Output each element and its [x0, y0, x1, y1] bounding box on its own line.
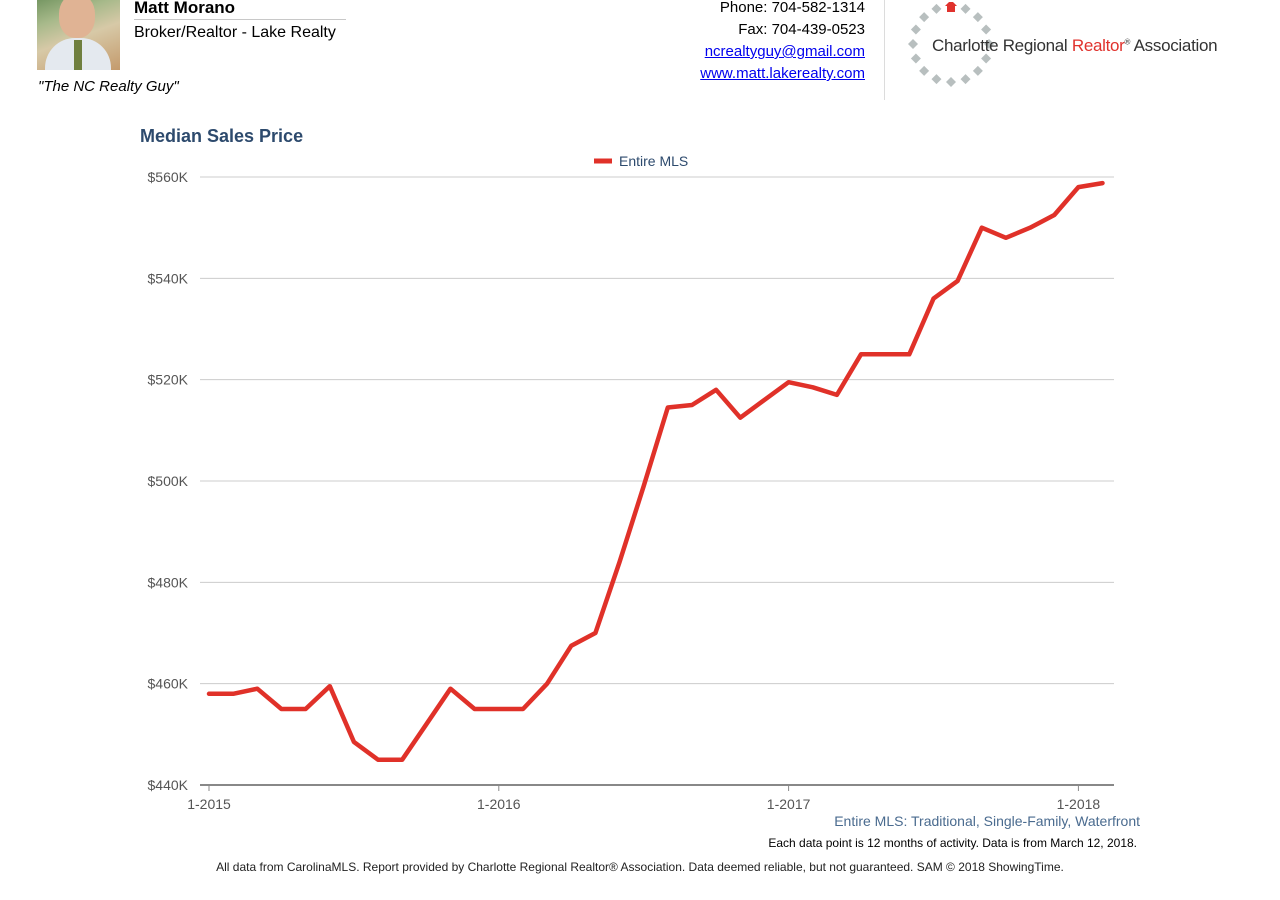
association-logo-text: Charlotte Regional Realtor® Association	[932, 36, 1218, 56]
y-tick-label: $500K	[148, 473, 189, 489]
x-tick-label: 1-2017	[767, 796, 811, 810]
logo-ring-dot	[972, 65, 983, 76]
logo-ring-dot	[984, 39, 994, 49]
contact-email-link[interactable]: ncrealtyguy@gmail.com	[704, 43, 865, 60]
x-tick-label: 1-2015	[187, 796, 231, 810]
report-footer: All data from CarolinaMLS. Report provid…	[216, 860, 1064, 874]
y-tick-label: $540K	[148, 270, 189, 286]
agent-title: Broker/Realtor - Lake Realty	[134, 24, 336, 41]
chart-subtitle: Entire MLS: Traditional, Single-Family, …	[834, 813, 1140, 829]
contact-fax: Fax: 704-439-0523	[738, 21, 865, 38]
x-tick-label: 1-2016	[477, 796, 521, 810]
association-logo-mark	[908, 2, 994, 87]
logo-ring-dot	[910, 53, 921, 64]
chart-note: Each data point is 12 months of activity…	[768, 836, 1137, 850]
logo-registered-mark: ®	[1124, 37, 1131, 47]
logo-ring-dot	[919, 65, 930, 76]
agent-name-divider	[134, 19, 346, 20]
y-tick-label: $460K	[148, 676, 189, 692]
logo-ring-dot	[931, 74, 942, 85]
logo-text-highlight: Realtor	[1071, 36, 1125, 55]
median-sales-price-chart: $440K $460K $480K $500K $520K $540K $560K 1-201…	[148, 153, 1114, 810]
logo-ring-dot	[972, 12, 983, 23]
agent-photo	[37, 0, 120, 70]
logo-house-icon	[945, 2, 957, 12]
agent-photo-face	[59, 0, 95, 38]
header-vertical-divider	[884, 0, 885, 100]
association-logo: Charlotte Regional Realtor® Association	[906, 2, 1246, 92]
logo-ring-dot	[910, 24, 921, 35]
x-tick-label: 1-2018	[1057, 796, 1101, 810]
logo-ring-dot	[919, 12, 930, 23]
legend-label: Entire MLS	[619, 153, 688, 169]
contact-phone: Phone: 704-582-1314	[719, 0, 865, 16]
contact-block: Phone: 704-582-1314 Fax: 704-439-0523 nc…	[700, 0, 865, 85]
logo-ring-dot	[981, 24, 992, 35]
y-tick-label: $440K	[148, 777, 189, 793]
agent-name: Matt Morano	[134, 0, 236, 17]
y-tick-label: $480K	[148, 574, 189, 590]
logo-ring-dot	[960, 3, 971, 14]
logo-ring-dot	[931, 3, 942, 14]
logo-ring-dot	[960, 74, 971, 85]
agent-photo-tie	[74, 40, 82, 70]
logo-text-suffix: Association	[1130, 36, 1218, 55]
logo-ring-dot	[946, 77, 956, 87]
contact-website-link[interactable]: www.matt.lakerealty.com	[700, 65, 865, 82]
logo-ring-dot	[981, 53, 992, 64]
logo-text-prefix: Charlotte Regional	[932, 36, 1072, 55]
series-line-entire-mls	[206, 180, 1105, 762]
report-header: Matt Morano Broker/Realtor - Lake Realty…	[0, 0, 1280, 110]
agent-tagline: "The NC Realty Guy"	[38, 78, 179, 95]
logo-ring-dot	[908, 39, 918, 49]
chart-title: Median Sales Price	[140, 126, 304, 146]
y-tick-label: $520K	[148, 372, 189, 388]
y-tick-label: $560K	[148, 169, 189, 185]
